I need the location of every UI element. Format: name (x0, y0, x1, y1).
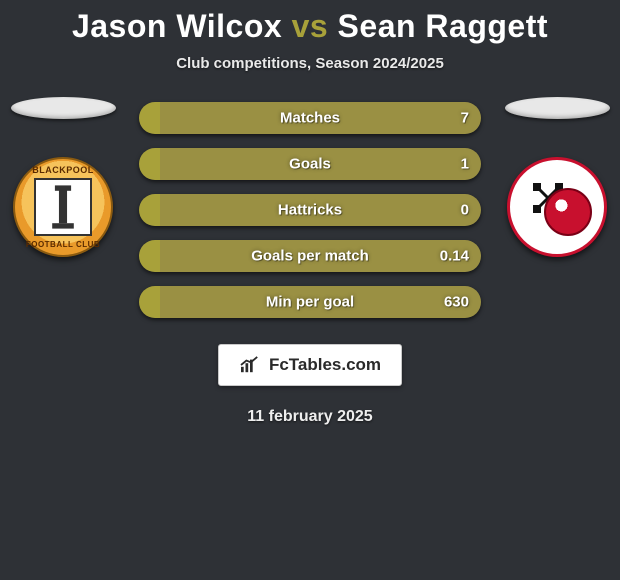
stat-bar: Min per goal 630 (139, 286, 481, 318)
right-side (502, 97, 612, 257)
stat-bar-value-right: 630 (444, 294, 469, 311)
left-club-inner (34, 178, 92, 236)
stat-bar-label: Min per goal (266, 294, 354, 311)
date-text: 11 february 2025 (247, 408, 372, 426)
stat-bar-value-right: 0 (461, 202, 469, 219)
brand-badge: FcTables.com (218, 344, 402, 386)
right-club-logo (507, 157, 607, 257)
left-club-arc-top: BLACKPOOL (15, 165, 111, 175)
infographic-container: Jason Wilcox vs Sean Raggett Club compet… (0, 0, 620, 580)
page-title: Jason Wilcox vs Sean Raggett (72, 8, 548, 45)
player1-photo-slot (11, 97, 116, 119)
stat-bar-fill-left (139, 102, 160, 134)
player2-photo-slot (505, 97, 610, 119)
stat-bars: Matches 7 Goals 1 Hattricks 0 Goals per match 0… (139, 102, 481, 318)
left-club-logo: BLACKPOOL FOOTBALL CLUB (13, 157, 113, 257)
stat-bar-fill-left (139, 286, 160, 318)
player1-name: Jason Wilcox (72, 8, 282, 44)
stat-bar-label: Hattricks (278, 202, 342, 219)
player2-name: Sean Raggett (338, 8, 548, 44)
stat-bar-label: Matches (280, 110, 340, 127)
left-side: BLACKPOOL FOOTBALL CLUB (8, 97, 118, 257)
stat-bar-value-right: 1 (461, 156, 469, 173)
stat-bar-value-right: 7 (461, 110, 469, 127)
stat-bar-fill-left (139, 240, 160, 272)
left-club-arc-bottom: FOOTBALL CLUB (15, 240, 111, 249)
vs-text: vs (292, 8, 329, 44)
subtitle: Club competitions, Season 2024/2025 (176, 55, 444, 72)
stat-bar: Goals 1 (139, 148, 481, 180)
stat-bar-value-right: 0.14 (440, 248, 469, 265)
stat-bar-fill-left (139, 194, 160, 226)
stat-bar: Matches 7 (139, 102, 481, 134)
stat-bar: Goals per match 0.14 (139, 240, 481, 272)
stat-bar-fill-left (139, 148, 160, 180)
tower-icon (36, 180, 90, 234)
brand-text: FcTables.com (269, 355, 381, 375)
stat-bar-label: Goals (289, 156, 331, 173)
stat-bar: Hattricks 0 (139, 194, 481, 226)
stat-bar-label: Goals per match (251, 248, 369, 265)
football-icon (544, 188, 592, 236)
chart-icon (239, 356, 261, 374)
comparison-main: BLACKPOOL FOOTBALL CLUB (0, 102, 620, 318)
